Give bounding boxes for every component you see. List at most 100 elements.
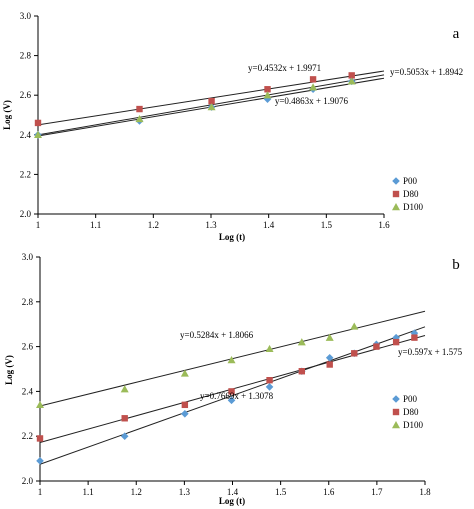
panel-label: a: [453, 26, 460, 42]
series-d100: [36, 322, 359, 409]
fit-equation-d80: y=0.4532x + 1.9971: [248, 63, 321, 73]
data-point-d80: [326, 361, 333, 368]
data-point-d100: [36, 400, 44, 409]
legend-label-p00: P00: [403, 394, 418, 404]
y-tick-label: 2.8: [20, 51, 32, 61]
data-point-d100: [180, 369, 189, 377]
data-point-p00: [120, 432, 129, 440]
x-tick-label: 1.1: [83, 487, 94, 497]
fit-equation-p00: y=0.7669x + 1.3078: [200, 391, 274, 401]
series-d80: [34, 72, 355, 127]
x-tick-label: 1.2: [131, 487, 142, 497]
data-point-d80: [351, 350, 358, 357]
x-tick-label: 1.4: [263, 220, 275, 230]
data-point-d80: [181, 401, 189, 409]
data-point-d100: [347, 77, 356, 85]
data-point-d100: [350, 322, 359, 330]
y-tick-label: 3.0: [20, 11, 32, 21]
y-axis-label: Log (V): [4, 355, 14, 385]
data-point-p00: [36, 457, 44, 465]
data-point-p00: [265, 383, 274, 391]
x-tick-label: 1.6: [323, 487, 335, 497]
y-tick-label: 2.0: [20, 209, 32, 219]
x-tick-label: 1.3: [205, 220, 217, 230]
data-point-p00: [181, 410, 189, 418]
y-tick-label: 2.6: [22, 342, 34, 352]
y-tick-label: 2.8: [22, 297, 34, 307]
data-point-d80: [228, 388, 235, 395]
legend-marker-d80: [392, 190, 400, 198]
trendline-p00: [39, 326, 426, 465]
y-axis-label: Log (V): [2, 100, 12, 130]
data-point-d80: [411, 334, 418, 341]
y-tick-label: 2.6: [20, 90, 32, 100]
data-point-p00: [227, 396, 236, 405]
chart-panel-a: 1 1.1 1.2 1.3 1.4 1.5 1.6 2.0 2.2 2.4 2.6 2.8 3.0 Log…: [2, 11, 463, 242]
legend-label-p00: P00: [403, 176, 418, 186]
data-point-d80: [298, 368, 305, 375]
legend-marker-d100: [392, 421, 400, 429]
data-point-d80: [266, 377, 273, 384]
data-point-d80: [373, 343, 380, 350]
legend: P00 D80 D100: [392, 176, 423, 212]
x-axis-label: Log (t): [219, 232, 245, 242]
data-point-d80: [392, 338, 400, 346]
data-point-d100: [135, 114, 144, 123]
fit-equation-d80: y=0.597x + 1.575: [398, 347, 463, 357]
y-tick-label: 2.4: [20, 130, 32, 140]
y-tick-label: 2.4: [22, 386, 34, 396]
x-tick-label: 1: [38, 487, 43, 497]
x-tick-label: 1: [36, 220, 41, 230]
legend-label-d80: D80: [403, 189, 419, 199]
x-tick-label: 1.2: [148, 220, 159, 230]
series-d80: [36, 334, 418, 442]
data-point-d100: [207, 103, 216, 111]
data-point-d100: [297, 338, 306, 346]
fit-equation-d100: y=0.5284x + 1.8066: [180, 330, 254, 340]
data-point-d80: [136, 105, 143, 113]
data-point-d80: [34, 119, 42, 127]
data-point-d80: [208, 97, 215, 105]
x-tick-label: 1.5: [275, 487, 287, 497]
data-point-d100: [120, 385, 129, 393]
chart-panel-b: 1 1.1 1.2 1.3 1.4 1.5 1.6 1.7 1.8 2.0 2.2 2.4 2.6 2.8…: [4, 252, 463, 506]
fit-equation-p00: y=0.4863x + 1.9076: [275, 96, 349, 106]
data-point-d100: [309, 83, 318, 91]
legend-marker-d80: [392, 408, 400, 416]
x-tick-label: 1.5: [321, 220, 333, 230]
data-point-d100: [263, 91, 272, 99]
data-point-d100: [265, 344, 274, 353]
legend-label-d80: D80: [403, 407, 419, 417]
y-tick-label: 2.2: [20, 169, 31, 179]
data-point-d80: [121, 415, 128, 422]
x-tick-label: 1.7: [371, 487, 383, 497]
x-tick-label: 1.6: [378, 220, 390, 230]
data-point-d100: [227, 356, 236, 364]
x-tick-label: 1.4: [227, 487, 239, 497]
data-point-d100: [34, 130, 42, 138]
legend-marker-p00: [392, 177, 400, 185]
trendline-d80: [37, 70, 385, 126]
y-tick-label: 2.2: [22, 431, 33, 441]
legend: P00 D80 D100: [392, 394, 423, 430]
legend-label-d100: D100: [403, 202, 423, 212]
data-point-d80: [36, 435, 44, 442]
data-point-p00: [325, 354, 334, 362]
panel-label: b: [452, 257, 460, 273]
data-point-d80: [348, 72, 355, 79]
legend-label-d100: D100: [403, 420, 423, 430]
data-point-d80: [264, 86, 271, 93]
x-axis-label: Log (t): [219, 496, 245, 506]
legend-marker-p00: [392, 395, 400, 403]
fit-equation-d100: y=0.5053x + 1.8942: [390, 67, 463, 77]
x-tick-label: 1.1: [90, 220, 101, 230]
legend-marker-d100: [392, 203, 400, 211]
x-tick-label: 1.3: [179, 487, 191, 497]
data-point-d80: [309, 76, 317, 83]
data-point-d100: [325, 333, 334, 341]
y-tick-label: 2.0: [22, 476, 34, 486]
y-tick-label: 3.0: [22, 252, 34, 262]
series-d100: [34, 77, 356, 138]
x-tick-label: 1.8: [419, 487, 431, 497]
